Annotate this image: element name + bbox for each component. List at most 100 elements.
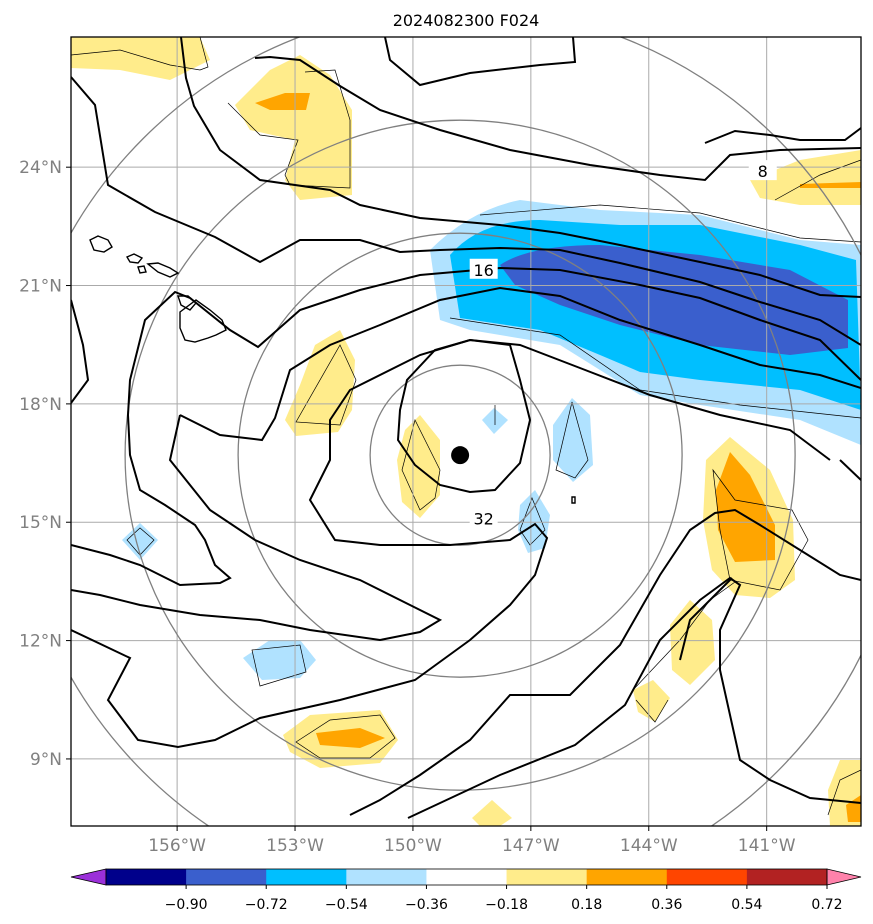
contour-label: 8 (758, 162, 768, 181)
map-background (71, 37, 861, 826)
thin-contour (251, 644, 307, 687)
thin-contour (519, 497, 546, 546)
island-lanai (137, 265, 147, 274)
contour-label: 32 (474, 509, 494, 528)
colorbar-frame (105, 868, 828, 886)
y-tick-label: 21°N (19, 277, 62, 297)
cold-anomaly-small-5 (243, 640, 316, 680)
thin-contour (635, 699, 669, 723)
x-tick-label: 156°W (148, 836, 206, 856)
warm-anomaly-1 (71, 37, 210, 80)
cold-anomaly-small-1 (553, 398, 593, 482)
colorbar-tick-label: 0.54 (731, 897, 762, 913)
contour-line (704, 127, 861, 144)
warm-anomaly-2 (235, 55, 352, 200)
warm-anomaly-3 (750, 150, 861, 205)
range-ring (237, 232, 683, 678)
y-tick-label: 9°N (30, 750, 62, 770)
contour-line (679, 577, 733, 661)
contour-label-background (748, 160, 777, 181)
x-axis-ticks: 156°W 153°W 150°W 147°W 144°W 141°W (148, 826, 796, 856)
warm-anomaly-8 (633, 680, 670, 722)
warm-anomaly-9-core (316, 728, 385, 748)
warm-anomaly-7 (670, 600, 715, 685)
contour-line (71, 338, 831, 749)
colorbar-swatch (346, 869, 427, 885)
thick-contours (71, 37, 861, 819)
y-axis-ticks: 24°N 21°N 18°N 15°N 12°N 9°N (19, 158, 71, 770)
contour-line (179, 286, 861, 442)
thin-contour (126, 527, 155, 556)
storm-center-marker (451, 446, 470, 465)
contour-line (407, 576, 861, 819)
y-tick-label: 15°N (19, 513, 62, 533)
colorbar-extend-high (826, 868, 862, 886)
thin-contour (632, 581, 736, 691)
range-ring (369, 364, 551, 546)
map-frame (70, 36, 862, 827)
colorbar-swatch (586, 869, 668, 885)
colorbar-swatch (186, 869, 267, 885)
y-tick-label: 12°N (19, 632, 62, 652)
colorbar-tick-label: 0.18 (571, 897, 602, 913)
contour-line (71, 414, 443, 642)
island-oahu (125, 253, 144, 264)
contour-line-32 (396, 338, 532, 494)
colorbar-swatch (746, 869, 828, 885)
chart-title: 2024082300 F024 (393, 11, 540, 30)
contour-line (254, 55, 861, 182)
island-molokai (146, 262, 180, 278)
colorbar-tick-label: −0.18 (485, 897, 528, 913)
warm-anomaly-2-core (255, 93, 310, 110)
colorbar-swatch (106, 869, 187, 885)
thin-contour (774, 159, 861, 201)
warm-anomaly-10 (472, 800, 512, 826)
contour-label-background (469, 507, 498, 528)
thin-contour (449, 317, 861, 419)
colorbar-tick-label: −0.90 (165, 897, 208, 913)
thin-contour (295, 344, 357, 426)
contour-line (71, 266, 861, 587)
cold-anomaly-small-4 (122, 523, 158, 560)
contour-labels: 8 16 32 (469, 160, 777, 528)
x-tick-label: 144°W (620, 836, 678, 856)
thin-contour (712, 468, 809, 591)
island-kauai (89, 235, 113, 253)
x-tick-label: 141°W (738, 836, 796, 856)
warm-anomaly-6-core (716, 452, 775, 562)
island-small (571, 496, 576, 504)
range-rings (71, 37, 861, 826)
contour-line (384, 37, 577, 87)
contour-line (839, 459, 861, 481)
thin-contour (479, 204, 861, 243)
thin-contours (71, 37, 861, 816)
contour-line (71, 299, 90, 404)
colorbar-swatch (266, 869, 347, 885)
thin-contour (827, 769, 861, 816)
x-tick-label: 153°W (266, 836, 324, 856)
colorbar-tick-label: −0.72 (245, 897, 288, 913)
thin-contour (555, 401, 589, 479)
contour-line (349, 508, 861, 816)
colorbar-tick-label: 0.72 (811, 897, 842, 913)
cold-anomaly-small-2 (518, 490, 550, 553)
colorbar-swatch (666, 869, 748, 885)
range-ring (124, 119, 796, 791)
colorbar-swatch (426, 869, 508, 885)
colorbar-extend-low (70, 868, 107, 886)
map-area: 8 16 32 (71, 37, 861, 826)
warm-anomaly-3-core (800, 182, 861, 188)
colorbar-tick-label: −0.36 (405, 897, 448, 913)
x-tick-label: 150°W (384, 836, 442, 856)
contour-line (180, 37, 861, 298)
x-tick-label: 147°W (502, 836, 560, 856)
colorbar: −0.90 −0.72 −0.54 −0.36 −0.18 0.18 0.36 0.54 0.7… (70, 868, 862, 913)
contour-label-background (469, 258, 498, 279)
y-tick-label: 24°N (19, 158, 62, 178)
colorbar-tick-label: −0.54 (325, 897, 368, 913)
island-hawaii (179, 299, 227, 343)
colorbar-tick-label: 0.36 (651, 897, 682, 913)
y-tick-label: 18°N (19, 395, 62, 415)
warm-anomaly-5 (397, 415, 440, 518)
